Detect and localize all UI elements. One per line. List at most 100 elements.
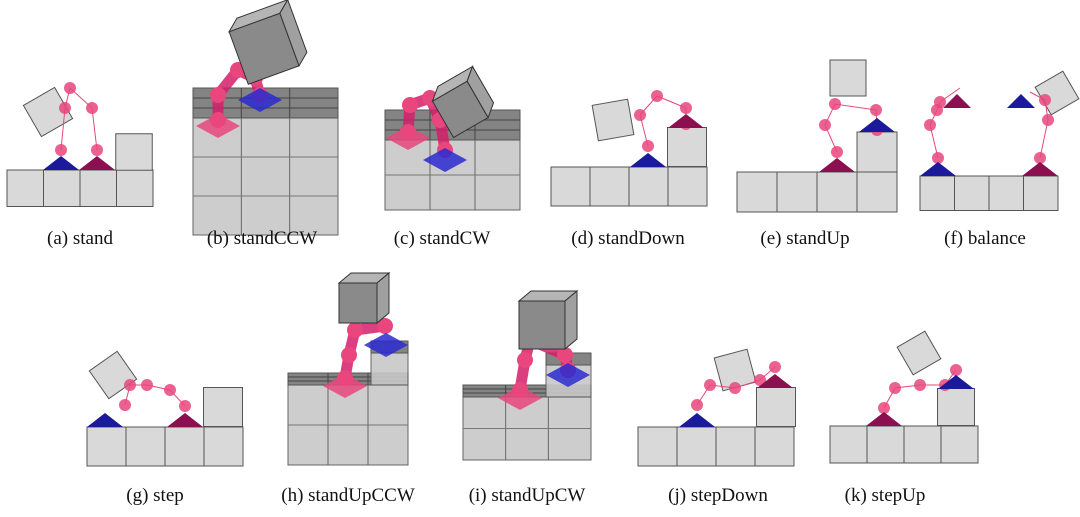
cube [339, 273, 389, 323]
joint [651, 90, 663, 102]
joint [819, 119, 831, 131]
foot [819, 158, 855, 172]
block [44, 170, 81, 207]
subfigure-caption: (c) standCW [394, 228, 491, 250]
block [126, 427, 165, 466]
joint [829, 98, 841, 110]
foot [79, 156, 115, 170]
foot [668, 114, 704, 128]
block [857, 172, 897, 212]
subfigure-caption: (f) balance [944, 228, 1026, 250]
joint [164, 384, 176, 396]
joint [86, 102, 98, 114]
foot [43, 156, 79, 170]
block [87, 427, 126, 466]
joint [729, 382, 741, 394]
block [737, 172, 777, 212]
joint [59, 102, 71, 114]
subfigure-caption: (h) standUpCCW [281, 485, 415, 507]
joint [870, 104, 882, 116]
cube-face [565, 291, 577, 349]
foot [859, 118, 895, 132]
block [857, 132, 897, 172]
subfigure-caption: (i) standUpCW [469, 485, 586, 507]
joint [769, 361, 781, 373]
block [638, 427, 677, 466]
block [938, 389, 975, 426]
block [777, 172, 817, 212]
block [897, 331, 941, 375]
block [989, 176, 1024, 211]
foot [1007, 94, 1035, 108]
illustrations [0, 0, 1080, 517]
block [204, 388, 243, 427]
joint [691, 399, 703, 411]
cube [519, 291, 577, 349]
arm-joint [517, 352, 533, 368]
block [89, 351, 136, 398]
foot [866, 412, 902, 426]
block [668, 128, 707, 167]
joint [680, 102, 692, 114]
block-front [371, 353, 408, 385]
subfigure-caption: (b) standCCW [207, 228, 317, 250]
block [904, 426, 941, 463]
foot [943, 94, 971, 108]
arm-joint [402, 97, 418, 113]
foot [167, 413, 203, 427]
subfigure-caption: (d) standDown [571, 228, 684, 250]
joint [950, 364, 962, 376]
joint [55, 144, 67, 156]
subfigure-caption: (a) stand [47, 228, 113, 250]
arm-joint [347, 322, 363, 338]
joint [179, 400, 191, 412]
block [668, 167, 707, 206]
link [1040, 100, 1048, 158]
arm-joint [341, 347, 357, 363]
foot [87, 413, 123, 427]
block [830, 60, 866, 96]
block [7, 170, 44, 207]
joint [924, 119, 936, 131]
block [629, 167, 668, 206]
block [677, 427, 716, 466]
block [817, 172, 857, 212]
block [117, 170, 154, 207]
joint [642, 140, 654, 152]
block [867, 426, 904, 463]
subfigure-caption: (j) stepDown [668, 485, 768, 507]
block [955, 176, 990, 211]
joint [634, 109, 646, 121]
subfigure-caption: (k) stepUp [845, 485, 926, 507]
joint [831, 146, 843, 158]
arm-joint [210, 87, 226, 103]
joint [141, 379, 153, 391]
joint [64, 82, 76, 94]
subfigure-caption: (e) standUp [760, 228, 849, 250]
block [80, 170, 117, 207]
foot [920, 162, 956, 176]
foot [1022, 162, 1058, 176]
cube-face [339, 283, 377, 323]
cube-face [519, 301, 565, 349]
joint [124, 379, 136, 391]
joint [914, 379, 926, 391]
block [551, 167, 590, 206]
block [590, 167, 629, 206]
foot [679, 413, 715, 427]
block [1035, 71, 1079, 115]
block [830, 426, 867, 463]
block [755, 427, 794, 466]
block [116, 134, 153, 171]
subfigure-caption: (g) step [126, 485, 184, 507]
block [941, 426, 978, 463]
block [716, 427, 755, 466]
block [920, 176, 955, 211]
block [204, 427, 243, 466]
joint [889, 382, 901, 394]
foot [630, 153, 666, 167]
block [757, 388, 796, 427]
joint [1042, 114, 1054, 126]
block [592, 99, 634, 141]
joint [119, 399, 131, 411]
